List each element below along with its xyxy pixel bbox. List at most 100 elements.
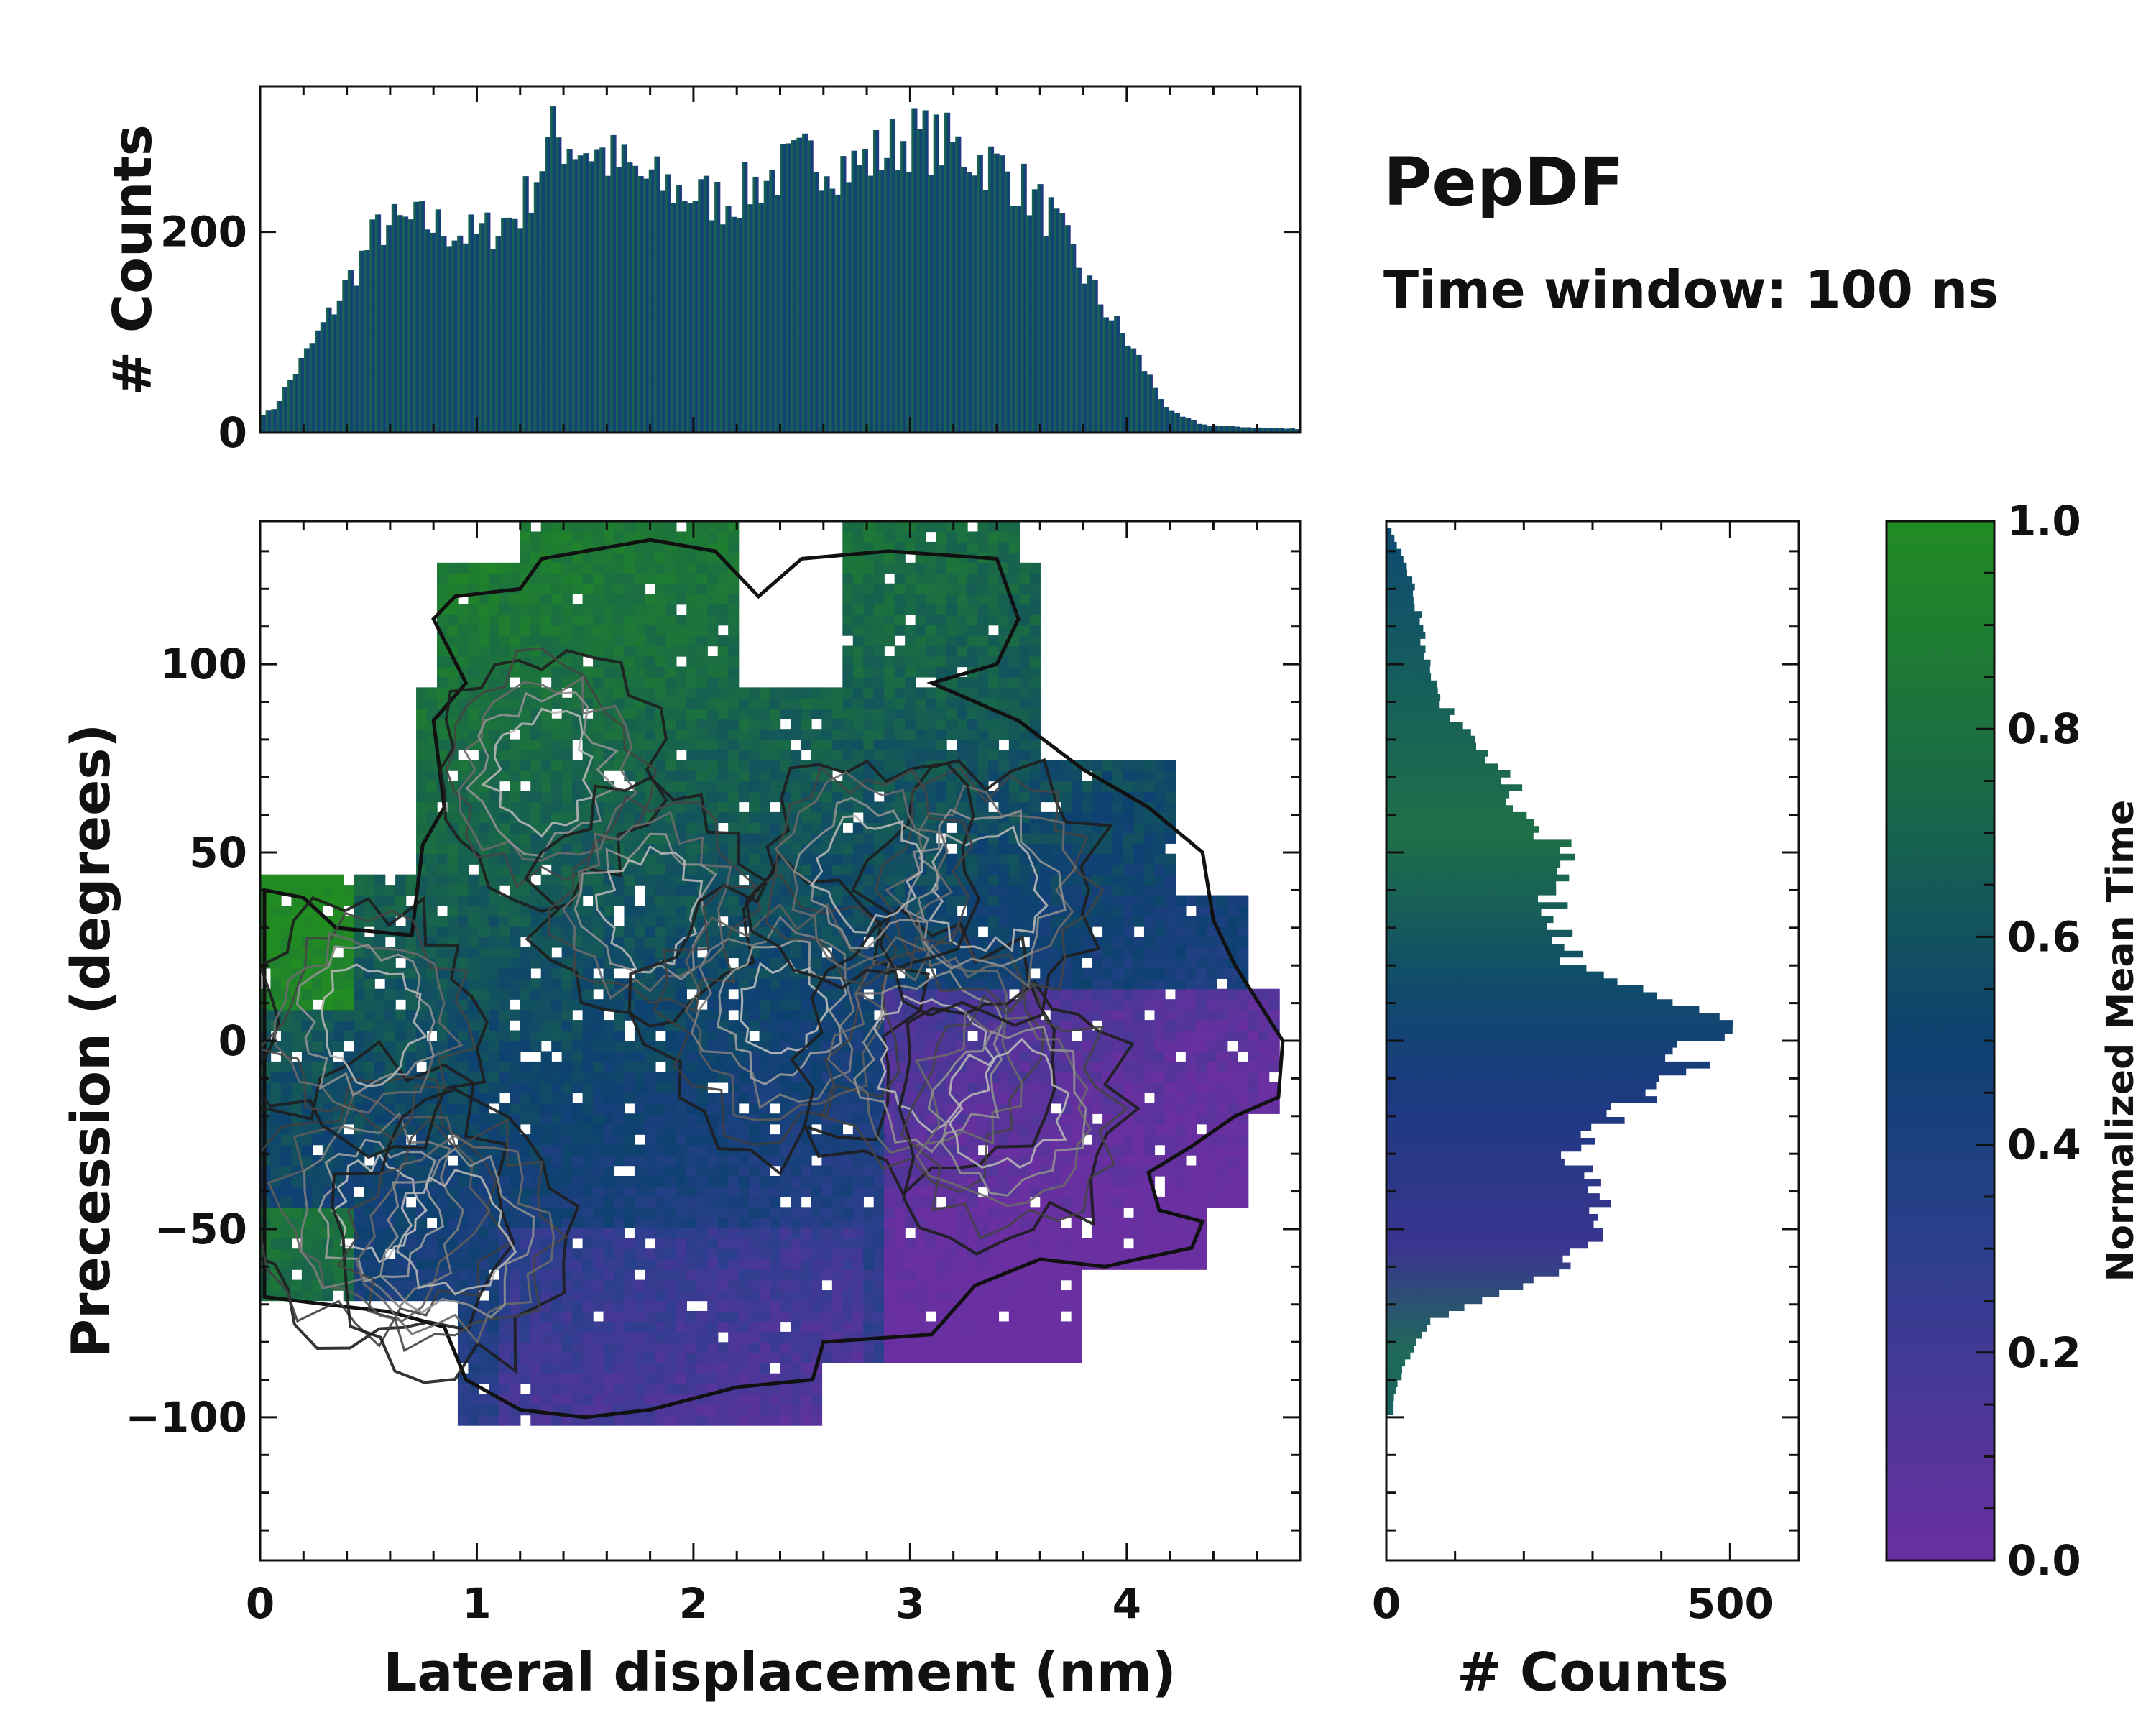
- heatmap-cell: [728, 718, 740, 730]
- heatmap-cell: [749, 1009, 760, 1021]
- heatmap-cell: [447, 895, 459, 906]
- heatmap-cell: [780, 1030, 791, 1041]
- heatmap-cell: [624, 1238, 635, 1249]
- heatmap-cell: [957, 750, 968, 761]
- heatmap-cell: [831, 1342, 844, 1353]
- heatmap-cell: [686, 853, 698, 865]
- heatmap-cell: [603, 1248, 614, 1260]
- heatmap-cell: [936, 635, 947, 647]
- heatmap-cell: [894, 676, 906, 689]
- heatmap-cell: [665, 697, 677, 709]
- heatmap-cell: [863, 750, 875, 761]
- heatmap-cell: [489, 853, 500, 865]
- heatmap-cell: [707, 1217, 719, 1228]
- heatmap-cell: [520, 947, 531, 959]
- heatmap-cell: [374, 1113, 386, 1125]
- heatmap-cell: [561, 947, 573, 959]
- heatmap-cell: [603, 906, 614, 917]
- heatmap-cell: [540, 635, 552, 647]
- heatmap-cell: [759, 1342, 770, 1353]
- heatmap-cell: [343, 1248, 354, 1260]
- heatmap-cell: [499, 625, 510, 636]
- heatmap-cell: [530, 781, 542, 792]
- heatmap-cell: [613, 1155, 625, 1167]
- heatmap-cell: [613, 552, 625, 564]
- heatmap-cell: [852, 1175, 864, 1187]
- heatmap-cell: [831, 1310, 844, 1322]
- heatmap-cell: [967, 1041, 979, 1052]
- top-histogram-bar: [594, 150, 600, 433]
- heatmap-cell: [749, 1259, 760, 1270]
- heatmap-cell: [790, 1186, 802, 1197]
- top-histogram-bar: [621, 144, 627, 433]
- heatmap-cell: [696, 697, 708, 709]
- heatmap-cell: [770, 1030, 781, 1041]
- heatmap-cell: [468, 1051, 479, 1062]
- heatmap-cell: [946, 521, 958, 533]
- heatmap-cell: [759, 822, 770, 834]
- heatmap-cell: [842, 729, 854, 740]
- heatmap-cell: [801, 1414, 812, 1426]
- heatmap-cell: [374, 874, 386, 886]
- heatmap-cell: [416, 811, 428, 824]
- heatmap-cell: [343, 885, 354, 896]
- heatmap-cell: [510, 801, 521, 813]
- heatmap-cell: [863, 656, 875, 668]
- heatmap-cell: [593, 1165, 604, 1177]
- heatmap-cell: [811, 1165, 823, 1177]
- heatmap-cell: [499, 967, 510, 979]
- heatmap-cell: [967, 978, 979, 990]
- heatmap-cell: [967, 1082, 979, 1093]
- heatmap-cell: [634, 1279, 646, 1291]
- heatmap-cell: [540, 1092, 552, 1104]
- heatmap-cell: [915, 811, 926, 824]
- heatmap-cell: [634, 1051, 646, 1062]
- heatmap-cell: [717, 811, 729, 824]
- heatmap-cell: [696, 521, 708, 533]
- heatmap-cell: [645, 1269, 656, 1281]
- heatmap-cell: [301, 1155, 313, 1167]
- heatmap-cell: [863, 947, 875, 959]
- heatmap-cell: [884, 656, 895, 668]
- heatmap-cell: [728, 1123, 740, 1135]
- heatmap-cell: [905, 1269, 916, 1281]
- heatmap-cell: [551, 1144, 563, 1156]
- heatmap-cell: [457, 874, 469, 886]
- heatmap-cell: [530, 687, 542, 699]
- heatmap-cell: [499, 864, 510, 875]
- heatmap-cell: [416, 770, 428, 782]
- heatmap-cell: [603, 1363, 614, 1374]
- heatmap-cell: [593, 521, 604, 533]
- heatmap-cell: [572, 1175, 584, 1187]
- top-histogram-bar: [1070, 244, 1077, 433]
- heatmap-cell: [520, 552, 531, 564]
- heatmap-cell: [489, 864, 500, 875]
- heatmap-cell: [457, 1279, 469, 1291]
- heatmap-cell: [322, 1269, 333, 1281]
- heatmap-cell: [447, 916, 459, 927]
- heatmap-cell: [572, 853, 584, 865]
- heatmap-cell: [354, 999, 365, 1011]
- heatmap-cell: [873, 739, 885, 750]
- heatmap-cell: [333, 1248, 344, 1260]
- heatmap-cell: [436, 676, 448, 689]
- heatmap-cell: [707, 1404, 719, 1416]
- heatmap-cell: [749, 1165, 760, 1177]
- heatmap-cell: [926, 874, 937, 886]
- heatmap-cell: [478, 1092, 490, 1104]
- heatmap-cell: [852, 832, 864, 844]
- heatmap-cell: [582, 635, 594, 647]
- heatmap-cell: [499, 1238, 510, 1249]
- heatmap-cell: [728, 1321, 740, 1333]
- heatmap-cell: [447, 1248, 459, 1260]
- heatmap-cell: [676, 957, 687, 969]
- heatmap-cell: [561, 1113, 573, 1125]
- heatmap-cell: [863, 687, 875, 699]
- heatmap-cell: [790, 832, 802, 844]
- heatmap-cell: [354, 906, 365, 917]
- heatmap-cell: [499, 1020, 510, 1031]
- heatmap-cell: [510, 1175, 521, 1187]
- heatmap-cell: [520, 562, 531, 574]
- heatmap-cell: [551, 1103, 563, 1114]
- heatmap-cell: [936, 1331, 947, 1343]
